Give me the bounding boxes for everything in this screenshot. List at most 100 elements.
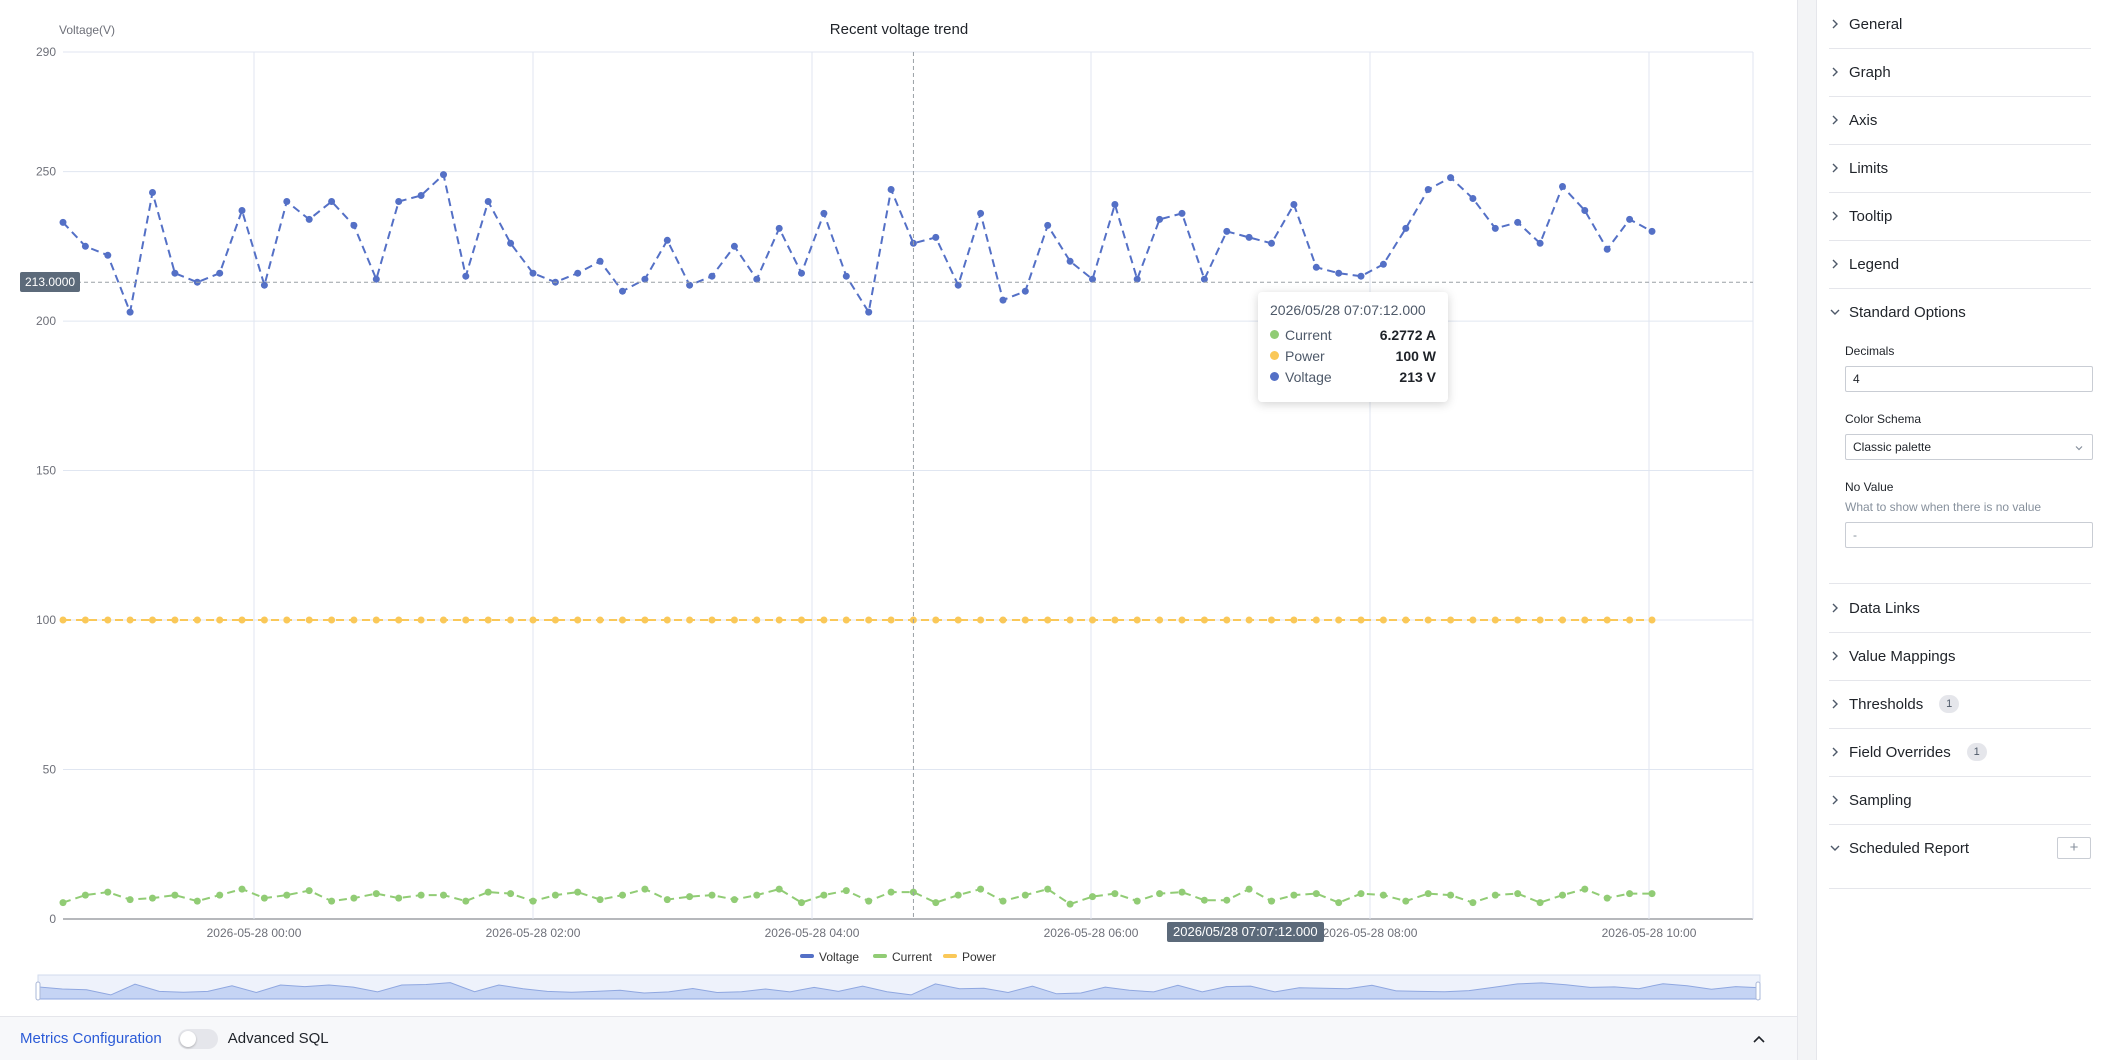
data-point-power	[1491, 616, 1499, 624]
data-point-current	[619, 891, 626, 899]
color-schema-select[interactable]: Classic palette	[1845, 434, 2093, 460]
section-field-overrides[interactable]: Field Overrides 1	[1829, 728, 2091, 777]
zoom-handle-left	[35, 981, 41, 1001]
section-value-mappings[interactable]: Value Mappings	[1829, 632, 2091, 681]
data-point-voltage	[59, 218, 67, 226]
data-point-current	[1178, 888, 1186, 896]
data-point-power	[1469, 616, 1477, 624]
section-sampling[interactable]: Sampling	[1829, 776, 2091, 825]
data-point-current	[350, 894, 358, 902]
section-legend[interactable]: Legend	[1829, 240, 2091, 289]
chart-panel: 0 50 100 150 200 250 290 2026-05-28 00:00 2026-0…	[0, 0, 1798, 1060]
data-point-current	[372, 890, 380, 898]
data-point-voltage	[1044, 221, 1052, 229]
section-axis[interactable]: Axis	[1829, 96, 2091, 145]
data-point-voltage	[1089, 275, 1096, 283]
data-point-current	[149, 894, 156, 902]
data-point-power	[1089, 616, 1096, 624]
data-point-voltage	[529, 269, 537, 277]
data-point-power	[551, 616, 559, 624]
data-point-power	[328, 616, 336, 624]
data-point-current	[753, 891, 761, 899]
data-point-voltage	[1536, 239, 1544, 247]
data-point-power	[1178, 616, 1186, 624]
data-point-power	[1223, 616, 1231, 624]
tooltip-row-power: Power 100 W	[1270, 345, 1436, 366]
data-point-voltage	[1111, 201, 1119, 208]
data-point-current	[193, 897, 201, 905]
section-graph[interactable]: Graph	[1829, 48, 2091, 97]
data-point-power	[260, 616, 268, 624]
data-point-current	[171, 891, 179, 899]
data-point-power	[865, 616, 873, 624]
section-limits[interactable]: Limits	[1829, 144, 2091, 193]
chevron-right-icon	[1832, 603, 1838, 613]
data-point-power	[1245, 616, 1253, 624]
data-point-voltage	[842, 272, 850, 280]
data-point-power	[708, 616, 716, 624]
chevron-down-icon	[1830, 845, 1840, 851]
data-point-current	[1469, 899, 1477, 907]
data-point-current	[1514, 890, 1522, 898]
data-point-current	[238, 885, 246, 893]
data-point-power	[1156, 616, 1164, 624]
data-point-voltage	[1066, 257, 1074, 265]
data-point-current	[104, 888, 112, 896]
thresholds-count-badge: 1	[1939, 695, 1960, 713]
data-point-current	[1200, 896, 1208, 904]
section-label: Field Overrides	[1849, 743, 1951, 761]
legend-swatch-power	[943, 954, 957, 958]
data-point-current	[954, 891, 962, 899]
data-point-power	[1447, 616, 1455, 624]
data-point-power	[999, 616, 1007, 624]
data-point-current	[462, 897, 470, 905]
data-point-voltage	[149, 189, 156, 196]
tooltip-value: 6.2772 A	[1379, 326, 1436, 343]
add-report-button[interactable]: +	[2057, 837, 2091, 859]
advanced-sql-label: Advanced SQL	[227, 1030, 329, 1047]
chevron-up-icon[interactable]	[1751, 1031, 1767, 1047]
query-bar: Metrics Configuration Advanced SQL	[0, 1016, 1797, 1060]
section-thresholds[interactable]: Thresholds 1	[1829, 680, 2091, 729]
data-point-voltage	[1514, 218, 1522, 226]
x-tick-label: 2026-05-28 04:00	[765, 926, 860, 940]
section-data-links[interactable]: Data Links	[1829, 584, 2091, 633]
data-point-power	[1424, 616, 1432, 624]
section-scheduled-report: Scheduled Report +	[1829, 824, 2091, 889]
data-point-power	[1559, 616, 1566, 624]
data-point-voltage	[1200, 275, 1208, 283]
data-point-voltage	[1312, 263, 1320, 271]
data-point-current	[1335, 899, 1343, 907]
advanced-sql-toggle[interactable]	[177, 1028, 218, 1049]
no-value-input[interactable]: -	[1845, 522, 2093, 548]
data-point-current	[1603, 894, 1611, 902]
data-point-voltage	[730, 242, 738, 250]
scheduled-report-header[interactable]: Scheduled Report +	[1829, 824, 2091, 872]
data-point-current	[1357, 890, 1365, 898]
section-general[interactable]: General	[1829, 0, 2091, 49]
data-point-voltage	[216, 269, 224, 277]
tooltip-row-current: Current 6.2772 A	[1270, 324, 1436, 345]
zoom-slider-preview	[37, 982, 1761, 1000]
section-tooltip[interactable]: Tooltip	[1829, 192, 2091, 241]
data-point-power	[730, 616, 738, 624]
data-point-current	[283, 891, 291, 899]
standard-options-header[interactable]: Standard Options	[1829, 288, 2091, 336]
data-point-voltage	[641, 275, 649, 283]
data-point-power	[193, 616, 201, 624]
zoom-handle-right	[1755, 981, 1761, 1001]
data-point-power	[1626, 616, 1634, 624]
decimals-label: Decimals	[1845, 344, 1895, 358]
decimals-input[interactable]: 4	[1845, 366, 2093, 392]
section-label: Value Mappings	[1849, 647, 1956, 665]
metrics-configuration-tab[interactable]: Metrics Configuration	[20, 1030, 162, 1047]
data-point-power	[887, 616, 895, 624]
line-chart[interactable]: 0 50 100 150 200 250 290 2026-05-28 00:00 2026-0…	[0, 0, 1797, 1016]
data-point-current	[820, 891, 828, 899]
data-point-current	[1089, 893, 1096, 901]
data-point-voltage	[1491, 224, 1499, 232]
data-point-voltage	[104, 251, 112, 259]
field-overrides-count-badge: 1	[1966, 743, 1987, 761]
data-point-voltage	[305, 215, 313, 223]
color-schema-label: Color Schema	[1845, 412, 1922, 426]
